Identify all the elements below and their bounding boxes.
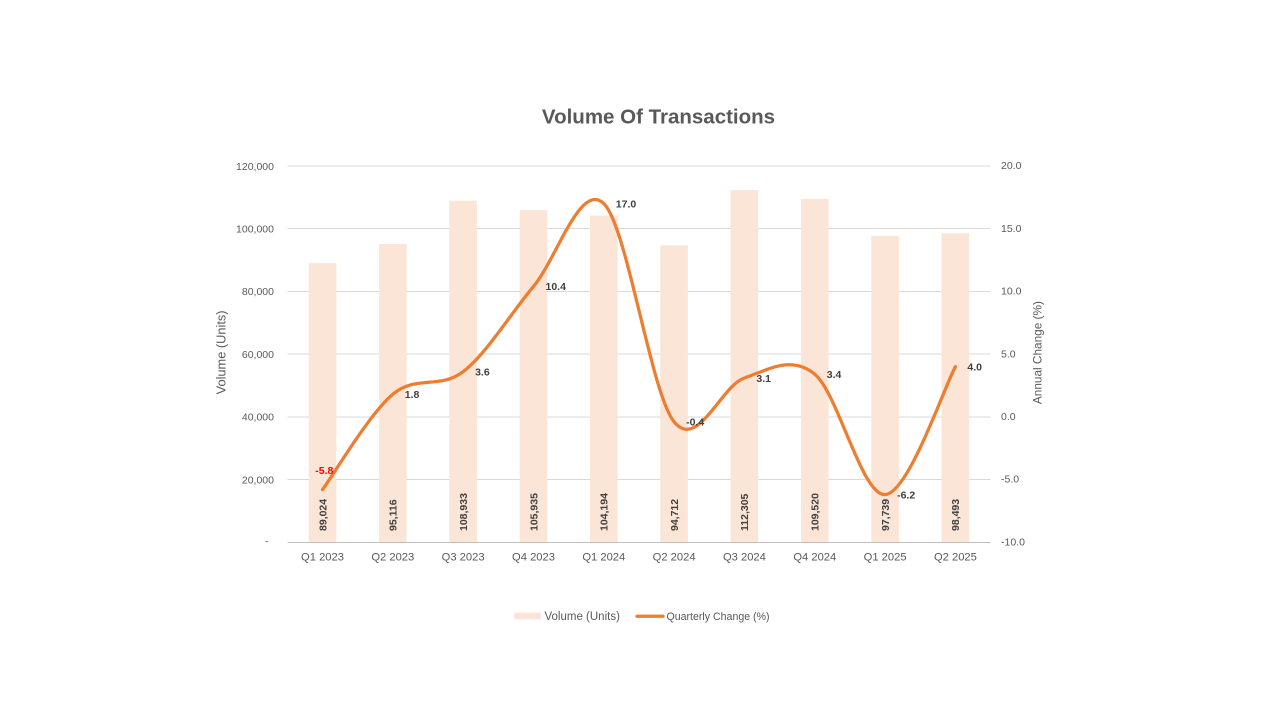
svg-text:105,935: 105,935	[528, 493, 540, 531]
svg-text:3.6: 3.6	[475, 367, 490, 379]
svg-text:98,493: 98,493	[950, 499, 962, 531]
svg-text:-5.0: -5.0	[1001, 474, 1019, 486]
svg-text:0.0: 0.0	[1001, 411, 1016, 423]
svg-text:Q4 2023: Q4 2023	[512, 552, 555, 564]
svg-text:Q2 2024: Q2 2024	[653, 552, 696, 564]
svg-text:60,000: 60,000	[242, 349, 274, 361]
svg-text:5.0: 5.0	[1001, 348, 1016, 360]
svg-text:Q3 2024: Q3 2024	[723, 552, 766, 564]
svg-text:Q1 2023: Q1 2023	[301, 552, 344, 564]
svg-text:3.4: 3.4	[827, 369, 842, 381]
svg-text:112,305: 112,305	[739, 493, 751, 531]
svg-text:17.0: 17.0	[616, 198, 637, 210]
svg-text:40,000: 40,000	[242, 412, 274, 424]
svg-text:97,739: 97,739	[880, 499, 892, 531]
svg-text:100,000: 100,000	[236, 224, 274, 236]
svg-text:80,000: 80,000	[242, 286, 274, 298]
svg-text:109,520: 109,520	[810, 493, 822, 531]
svg-text:-10.0: -10.0	[1001, 536, 1025, 548]
svg-text:-: -	[265, 536, 269, 548]
svg-text:20,000: 20,000	[242, 474, 274, 486]
svg-text:-0.4: -0.4	[686, 417, 704, 429]
svg-text:3.1: 3.1	[756, 373, 771, 385]
svg-text:1.8: 1.8	[405, 389, 420, 401]
svg-text:15.0: 15.0	[1001, 223, 1022, 235]
svg-text:-6.2: -6.2	[897, 489, 915, 501]
svg-text:Quarterly Change (%): Quarterly Change (%)	[667, 611, 770, 623]
svg-text:Annual Change (%): Annual Change (%)	[1031, 301, 1045, 404]
svg-text:-5.8: -5.8	[315, 465, 333, 477]
svg-text:20.0: 20.0	[1001, 160, 1022, 172]
svg-text:89,024: 89,024	[317, 499, 329, 531]
svg-text:108,933: 108,933	[458, 493, 470, 531]
svg-text:Q2 2025: Q2 2025	[934, 552, 977, 564]
svg-text:Volume Of Transactions: Volume Of Transactions	[542, 106, 775, 129]
svg-text:Volume (Units): Volume (Units)	[213, 310, 228, 394]
svg-text:95,116: 95,116	[388, 499, 400, 531]
svg-text:10.4: 10.4	[546, 281, 567, 293]
svg-text:Q4 2024: Q4 2024	[793, 552, 836, 564]
svg-text:94,712: 94,712	[669, 499, 681, 531]
svg-text:104,194: 104,194	[599, 493, 611, 531]
svg-text:Q2 2023: Q2 2023	[371, 552, 414, 564]
svg-text:120,000: 120,000	[236, 161, 274, 173]
svg-text:Q1 2025: Q1 2025	[864, 552, 907, 564]
svg-text:Q1 2024: Q1 2024	[582, 552, 625, 564]
svg-text:4.0: 4.0	[967, 362, 982, 374]
svg-text:10.0: 10.0	[1001, 286, 1022, 298]
svg-text:Volume (Units): Volume (Units)	[545, 611, 621, 623]
svg-text:Q3 2023: Q3 2023	[442, 552, 485, 564]
